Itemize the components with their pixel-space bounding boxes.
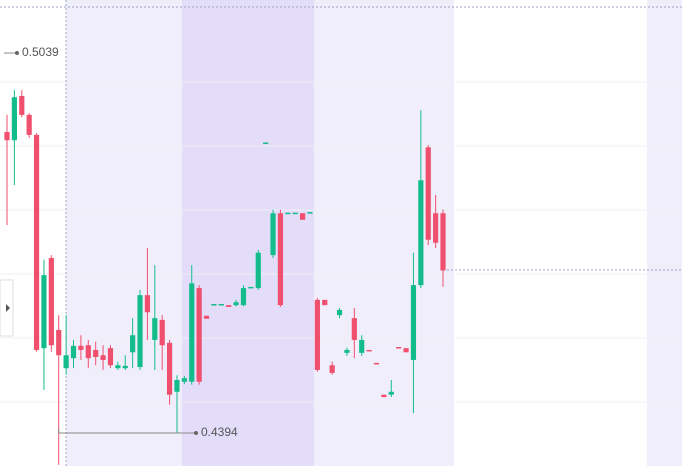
candle-body	[351, 318, 357, 340]
candle-body	[115, 365, 121, 369]
candle-body	[93, 349, 99, 358]
candle-body	[70, 345, 77, 359]
candle-body	[189, 283, 195, 382]
candle-body	[48, 258, 54, 346]
candle-body	[63, 355, 69, 369]
candle-body	[277, 213, 284, 306]
candle-body	[418, 180, 424, 286]
candle-body	[396, 346, 402, 349]
candle-body	[196, 288, 202, 382]
candle-body	[381, 394, 387, 398]
candle-body	[130, 335, 136, 353]
candle-body	[218, 303, 224, 306]
candle-body	[410, 285, 417, 360]
max-label: 0.5039	[22, 45, 59, 59]
candle-body	[174, 379, 180, 392]
min-marker-line	[58, 429, 196, 434]
candle-body	[425, 147, 431, 240]
toggle-arrow	[6, 304, 10, 312]
candle-body	[100, 355, 106, 360]
candle-body	[4, 131, 10, 141]
candles	[4, 90, 446, 465]
candle-body	[78, 345, 84, 350]
candle-body	[11, 97, 17, 141]
candle-body	[433, 213, 439, 243]
highlight-band	[647, 0, 682, 466]
candle-body	[166, 342, 173, 395]
candle-body	[263, 142, 269, 145]
max-marker-dot	[15, 51, 19, 56]
candle-body	[152, 318, 158, 340]
candle-body	[122, 365, 128, 369]
candle-body	[26, 114, 32, 135]
candle-body	[307, 212, 313, 214]
candle-body	[144, 295, 151, 313]
candle-body	[233, 302, 239, 306]
candle-body	[403, 348, 409, 353]
candle-body	[322, 299, 328, 306]
candle-body	[41, 275, 47, 349]
candle-body	[85, 345, 91, 359]
candle-body	[344, 349, 350, 353]
candle-body	[33, 134, 40, 350]
grid	[0, 81, 682, 403]
candle-body	[226, 305, 232, 307]
candle-body	[56, 329, 62, 356]
candle-body	[240, 288, 247, 306]
candle-body	[181, 378, 187, 382]
candle-body	[255, 252, 261, 289]
candle-body	[329, 365, 335, 373]
candle-body	[270, 213, 276, 256]
highlight-band	[182, 0, 314, 466]
candle-body	[285, 212, 291, 215]
candle-body	[440, 213, 446, 271]
candle-body	[366, 349, 372, 352]
candle-body	[107, 348, 114, 366]
candle-body	[300, 213, 306, 220]
candle-body	[248, 286, 254, 289]
min-label: 0.4394	[201, 425, 238, 439]
candle-body	[19, 96, 25, 115]
candle-body	[373, 362, 380, 365]
candle-body	[314, 299, 320, 370]
candle-body	[292, 212, 298, 215]
candle-body	[137, 295, 143, 368]
candle-body	[203, 315, 210, 319]
candle-body	[211, 303, 217, 306]
candle-body	[336, 309, 343, 316]
candle-body	[159, 319, 165, 346]
min-marker-dot	[194, 431, 198, 436]
candle-body	[359, 339, 365, 353]
candle-body	[388, 391, 394, 395]
